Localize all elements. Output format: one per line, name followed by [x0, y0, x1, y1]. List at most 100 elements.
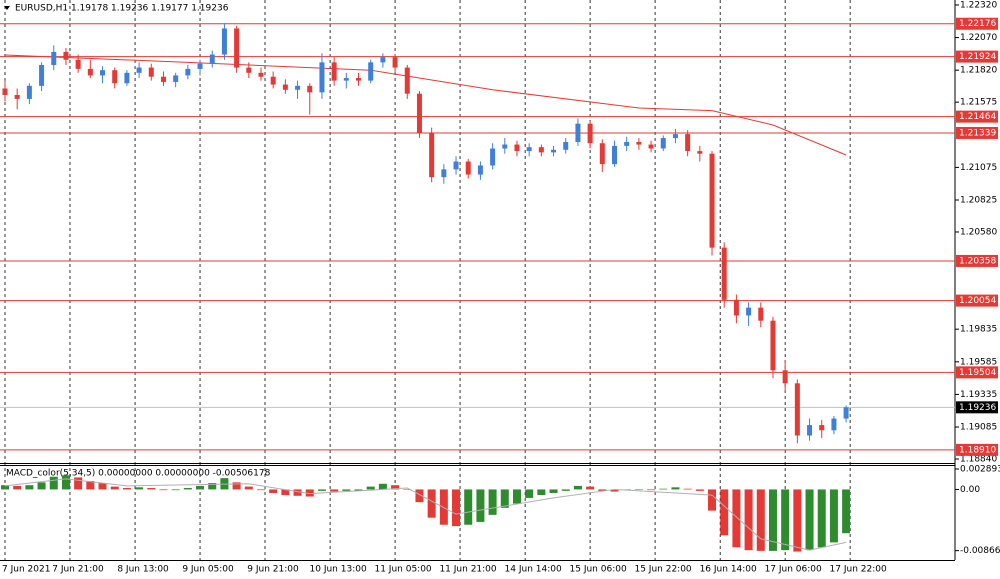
macd-bar [147, 488, 156, 490]
macd-y-tick-label: -0.0086671 [960, 546, 1000, 556]
x-tick-label: 11 Jun 21:00 [439, 565, 496, 575]
candle-body [160, 76, 166, 82]
macd-bar [452, 489, 461, 527]
candle-body [453, 161, 459, 170]
macd-bar [659, 488, 668, 490]
macd-bar [708, 489, 717, 511]
x-tick-label: 15 Jun 06:00 [570, 565, 627, 575]
candle-body [563, 141, 569, 150]
macd-bar [695, 489, 704, 491]
macd-bar [159, 489, 168, 491]
level-label: 1.20358 [959, 256, 996, 266]
macd-bar [647, 489, 656, 491]
macd-bar [756, 489, 765, 551]
candle-body [185, 68, 191, 76]
macd-bar [196, 485, 205, 490]
candle-body [2, 88, 8, 95]
candle-body [721, 247, 727, 300]
candle-body [295, 85, 301, 90]
candle-body [197, 63, 203, 69]
y-tick-label: 1.21575 [960, 98, 997, 108]
macd-bar [244, 486, 253, 490]
candle-body [258, 72, 264, 77]
candle-body [660, 138, 666, 149]
macd-bar [573, 485, 582, 490]
candle-body [246, 67, 252, 73]
candle-body [477, 165, 483, 175]
macd-bar [13, 485, 22, 490]
x-tick-label: 9 Jun 21:00 [247, 565, 299, 575]
macd-bar [671, 487, 680, 490]
candle-body [782, 370, 788, 384]
level-label: 1.21924 [959, 52, 996, 62]
candle-body [770, 320, 776, 371]
macd-bar [1, 485, 9, 490]
candle-body [234, 28, 240, 68]
menu-arrow [4, 6, 10, 10]
macd-signal [4, 478, 847, 551]
macd-bar [488, 489, 497, 515]
macd-bar [415, 489, 424, 503]
candle-body [612, 145, 617, 165]
candle-body [599, 143, 605, 165]
macd-bar [135, 487, 144, 490]
macd-bar [122, 488, 131, 490]
candle-body [307, 85, 313, 93]
candle-body [416, 93, 422, 133]
level-label: 1.22176 [959, 19, 996, 29]
candle-body [136, 67, 142, 73]
candle-body [746, 307, 752, 316]
y-tick-label: 1.18840 [960, 454, 997, 464]
candle-body [685, 134, 691, 152]
macd-bar [768, 489, 777, 551]
level-tag [956, 126, 998, 139]
macd-bar [256, 489, 265, 491]
candle-body [575, 123, 581, 142]
y-tick-label: 1.21820 [960, 66, 997, 76]
candle-body [173, 75, 179, 82]
y-tick-label: 1.19335 [960, 390, 997, 400]
candle-body [63, 51, 69, 60]
candle-body [282, 84, 288, 90]
macd-bar [817, 489, 826, 548]
candle-body [672, 134, 678, 139]
y-tick-label: 1.20825 [960, 196, 997, 206]
macd-bar [232, 482, 241, 490]
candle-body [733, 299, 739, 316]
candle-body [100, 70, 106, 76]
candle-body [831, 418, 837, 431]
candle-body [538, 147, 544, 153]
level-tag [956, 17, 998, 30]
candle-body [26, 85, 32, 99]
level-label: 1.21464 [959, 112, 996, 122]
candle-body [14, 94, 20, 99]
macd-bar [281, 489, 290, 496]
level-tag [956, 254, 998, 267]
macd-bar [598, 489, 607, 491]
macd-bar [403, 489, 412, 490]
candle-body [624, 141, 630, 146]
candle-body [87, 68, 93, 76]
x-tick-label: 11 Jun 05:00 [374, 565, 431, 575]
x-tick-label: 15 Jun 22:00 [634, 565, 691, 575]
candle-body [209, 54, 215, 64]
candle-body [526, 147, 532, 152]
macd-bar [330, 489, 339, 492]
macd-bar [366, 486, 375, 490]
candle-body [502, 144, 508, 149]
macd-bar [781, 489, 790, 551]
candle-body [843, 407, 849, 419]
macd-bar [391, 485, 400, 490]
candle-body [124, 72, 130, 84]
last-price-label: 1.19236 [959, 403, 996, 413]
x-tick-label: 7 Jun 2021 [2, 565, 50, 575]
candle-body [39, 64, 45, 86]
macd-bar [317, 489, 326, 491]
macd-bar [634, 489, 643, 490]
level-label: 1.18910 [959, 445, 996, 455]
macd-bar [793, 489, 802, 552]
macd-bar [561, 489, 570, 491]
macd-bar [37, 482, 46, 490]
macd-bar [74, 477, 83, 490]
candle-body [429, 132, 435, 178]
